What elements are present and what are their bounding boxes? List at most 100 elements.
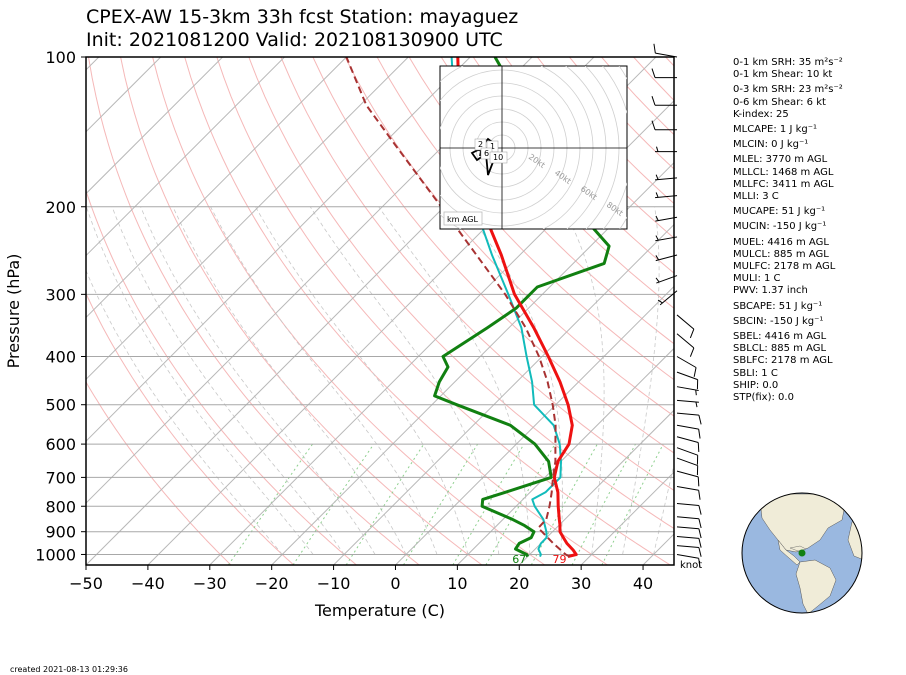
index-mlli: MLLI: 3 C: [733, 191, 779, 203]
sounding-indices: 0-1 km SRH: 35 m²s⁻² 0-1 km Shear: 10 kt 0…: [733, 57, 843, 404]
dry-adiabat: [120, 57, 483, 565]
dry-adiabat: [376, 57, 674, 381]
isotherm: [86, 57, 285, 257]
x-tick-label: −20: [255, 574, 289, 593]
hodograph-frame: [439, 65, 628, 230]
isotherm: [86, 57, 409, 381]
index-mlel: MLEL: 3770 m AGL: [733, 154, 828, 166]
x-tick-label: −10: [317, 574, 351, 593]
hodograph-height-label: 1: [490, 142, 495, 151]
isotherm: [580, 471, 674, 565]
wind-barb: [653, 43, 678, 58]
wind-barb: [676, 424, 701, 439]
x-tick-label: 30: [571, 574, 591, 593]
index-sbcin: SBCIN: -150 J kg⁻¹: [733, 315, 824, 327]
index-shear06: 0-6 km Shear: 6 kt: [733, 96, 826, 108]
hodograph-height-box: [474, 138, 487, 151]
x-tick-label: −30: [193, 574, 227, 593]
y-tick-label: 200: [45, 198, 76, 217]
isotherm: [86, 57, 162, 133]
x-tick-label: 40: [633, 574, 653, 593]
index-mulfc: MULFC: 2178 m AGL: [733, 261, 836, 273]
chart-subtitle: Init: 2021081200 Valid: 202108130900 UTC: [86, 29, 503, 51]
wind-barb: [676, 399, 699, 408]
parcel-profile: [345, 57, 571, 558]
hodograph-legend-box: [443, 211, 483, 226]
isotherm: [333, 223, 674, 565]
wind-barb: [676, 485, 701, 500]
moist-adiabat: [622, 206, 660, 555]
wind-barb: [655, 235, 678, 242]
wind-barb: [676, 545, 702, 557]
index-shear01: 0-1 km Shear: 10 kt: [733, 69, 833, 81]
index-kindex: K-index: 25: [733, 108, 789, 120]
y-tick-label: 800: [45, 497, 76, 516]
mixing-ratio-line: [530, 443, 598, 565]
mixing-ratio-line: [345, 443, 425, 565]
wind-barb: [676, 516, 702, 529]
moist-adiabat: [378, 206, 531, 555]
wind-barb: [655, 146, 677, 153]
mixing-ratio-line: [227, 443, 314, 565]
wind-barb: [657, 290, 678, 306]
mixing-ratio-line: [292, 443, 375, 565]
wind-barb: [651, 120, 677, 131]
x-tick-label: 0: [390, 574, 400, 593]
moist-adiabat: [653, 462, 674, 555]
y-tick-label: 900: [45, 523, 76, 542]
station-marker: [798, 549, 806, 557]
wind-barb: [655, 215, 678, 222]
index-mulcl: MULCL: 885 m AGL: [733, 248, 829, 260]
chart-title: CPEX-AW 15-3km 33h fcst Station: mayague…: [86, 6, 519, 28]
x-tick-label: 10: [447, 574, 467, 593]
dry-adiabat: [88, 57, 420, 565]
mixing-ratio-line: [601, 443, 664, 565]
y-tick-label: 600: [45, 435, 76, 454]
moist-adiabat: [140, 206, 376, 555]
index-sblfc: SBLFC: 2178 m AGL: [733, 355, 833, 367]
hodograph-height-box: [489, 151, 508, 164]
index-srh03: 0-3 km SRH: 23 m²s⁻²: [733, 84, 843, 96]
south-america: [795, 559, 837, 613]
y-tick-label: 1000: [35, 545, 76, 564]
wind-barb: [655, 192, 678, 199]
locator-globe: [741, 492, 863, 614]
moist-adiabat: [172, 206, 407, 555]
isotherm: [395, 285, 674, 565]
wind-barb: [676, 457, 699, 476]
dry-adiabat: [440, 57, 674, 309]
index-sblcl: SBLCL: 885 m AGL: [733, 343, 827, 355]
wind-barb: [676, 526, 702, 539]
dry-adiabat: [858, 57, 906, 565]
index-mucape: MUCAPE: 51 J kg⁻¹: [733, 206, 826, 218]
globe-outline: [741, 492, 863, 614]
index-mllcl: MLLCL: 1468 m AGL: [733, 166, 834, 178]
wind-barb: [676, 447, 699, 465]
index-muel: MUEL: 4416 m AGL: [733, 236, 829, 248]
index-pwv: PWV: 1.37 inch: [733, 285, 808, 297]
wind-barb: [676, 436, 700, 452]
mixing-ratio-line: [403, 443, 479, 565]
mixing-ratio-line: [452, 443, 525, 565]
index-mlcin: MLCIN: 0 J kg⁻¹: [733, 139, 809, 151]
y-tick-label: 300: [45, 285, 76, 304]
moist-adiabat: [463, 206, 563, 555]
wind-barb: [676, 503, 702, 515]
wind-barb: [676, 386, 699, 396]
dry-adiabat: [344, 57, 674, 417]
y-tick-label: 400: [45, 348, 76, 367]
dry-adiabat: [472, 57, 674, 274]
index-stp: STP(fix): 0.0: [733, 392, 794, 404]
central-america: [777, 539, 801, 566]
wind-barb: [676, 535, 702, 548]
index-mllfc: MLLFC: 3411 m AGL: [733, 178, 834, 190]
index-sbli: SBLI: 1 C: [733, 367, 778, 379]
wind-barb: [676, 356, 697, 377]
greenland: [839, 493, 862, 509]
dry-adiabat: [248, 57, 674, 530]
index-sbcape: SBCAPE: 51 J kg⁻¹: [733, 300, 823, 312]
hodograph-height-label: 6: [484, 149, 489, 158]
